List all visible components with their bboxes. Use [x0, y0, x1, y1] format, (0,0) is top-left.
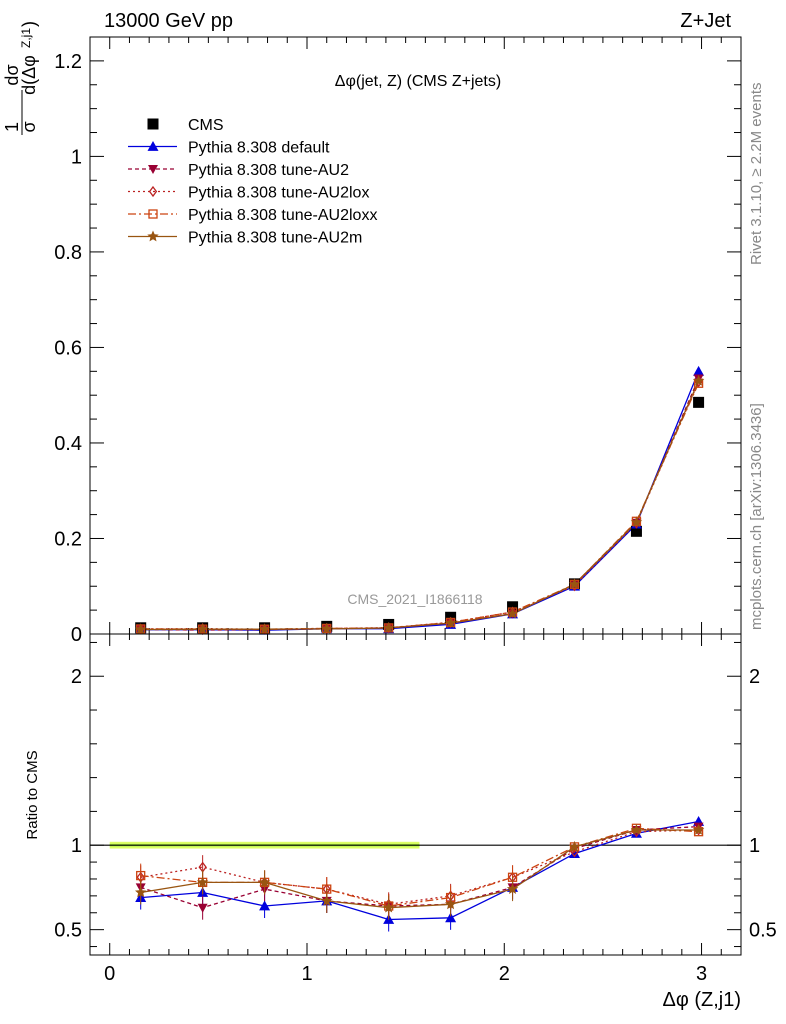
ratio-y-tick-label: 0.5 [54, 920, 82, 942]
point-cms [693, 397, 704, 408]
ratio-y-label: Ratio to CMS [24, 750, 41, 839]
x-tick-label: 2 [499, 963, 510, 985]
legend-label-au2lox: Pythia 8.308 tune-AU2lox [188, 185, 369, 202]
rivet-label: Rivet 3.1.10, ≥ 2.2M events [748, 83, 765, 266]
x-tick-label: 0 [104, 963, 115, 985]
ratio-point-au2 [198, 904, 208, 913]
x-axis-label: Δφ (Z,j1) [662, 989, 741, 1011]
svg-text:σ: σ [19, 121, 39, 132]
x-tick-label: 1 [301, 963, 312, 985]
legend-label-cms: CMS [188, 117, 224, 134]
ratio-y-tick-label-right: 0.5 [749, 920, 777, 942]
legend-marker-cms [148, 119, 159, 130]
y-tick-label: 0.8 [54, 242, 82, 264]
svg-text:Z,j1: Z,j1 [19, 28, 33, 48]
y-tick-label: 1.2 [54, 51, 82, 73]
x-tick-label: 3 [696, 963, 707, 985]
ratio-line-au2m [141, 830, 699, 908]
svg-text:d(Δφ: d(Δφ [19, 55, 39, 95]
legend-label-default: Pythia 8.308 default [188, 140, 330, 157]
ratio-panel: 0 1 2 3 0.5 0.5 1 1 2 2 [54, 634, 777, 985]
ratio-line-au2lox [141, 830, 699, 904]
ratio-line-au2 [141, 827, 699, 908]
y-tick-label: 1 [71, 146, 82, 168]
legend: CMS Pythia 8.308 default Pythia 8.308 tune… [128, 117, 377, 247]
main-y-axis-label: 1 σ dσ d(Δφ Z,j1 ) [2, 15, 39, 135]
legend-label-au2m: Pythia 8.308 tune-AU2m [188, 230, 362, 247]
point-default [693, 366, 704, 376]
legend-label-au2: Pythia 8.308 tune-AU2 [188, 162, 349, 179]
chart-title: Δφ(jet, Z) (CMS Z+jets) [335, 73, 501, 90]
watermark: CMS_2021_I1866118 [347, 591, 482, 607]
y-tick-label: 0.4 [54, 433, 82, 455]
legend-label-au2loxx: Pythia 8.308 tune-AU2loxx [188, 207, 377, 224]
header-right: Z+Jet [680, 10, 731, 32]
ratio-y-tick-label-right: 2 [749, 666, 760, 688]
ratio-y-tick-label: 1 [71, 835, 82, 857]
mcplots-label: mcplots.cern.ch [arXiv:1306.3436] [748, 403, 765, 630]
main-panel: 0 0.2 0.4 0.6 0.8 1 1.2 [54, 37, 741, 955]
svg-text:): ) [19, 21, 39, 27]
ratio-y-tick-label: 2 [71, 666, 82, 688]
y-tick-label: 0.2 [54, 528, 82, 550]
ratio-y-tick-label-right: 1 [749, 835, 760, 857]
y-tick-label: 0 [71, 624, 82, 646]
chart-figure: 13000 GeV pp Z+Jet Rivet 3.1.10, ≥ 2.2M … [0, 0, 786, 1024]
y-tick-label: 0.6 [54, 337, 82, 359]
legend-marker-au2m [147, 231, 158, 242]
header-left: 13000 GeV pp [104, 10, 233, 32]
